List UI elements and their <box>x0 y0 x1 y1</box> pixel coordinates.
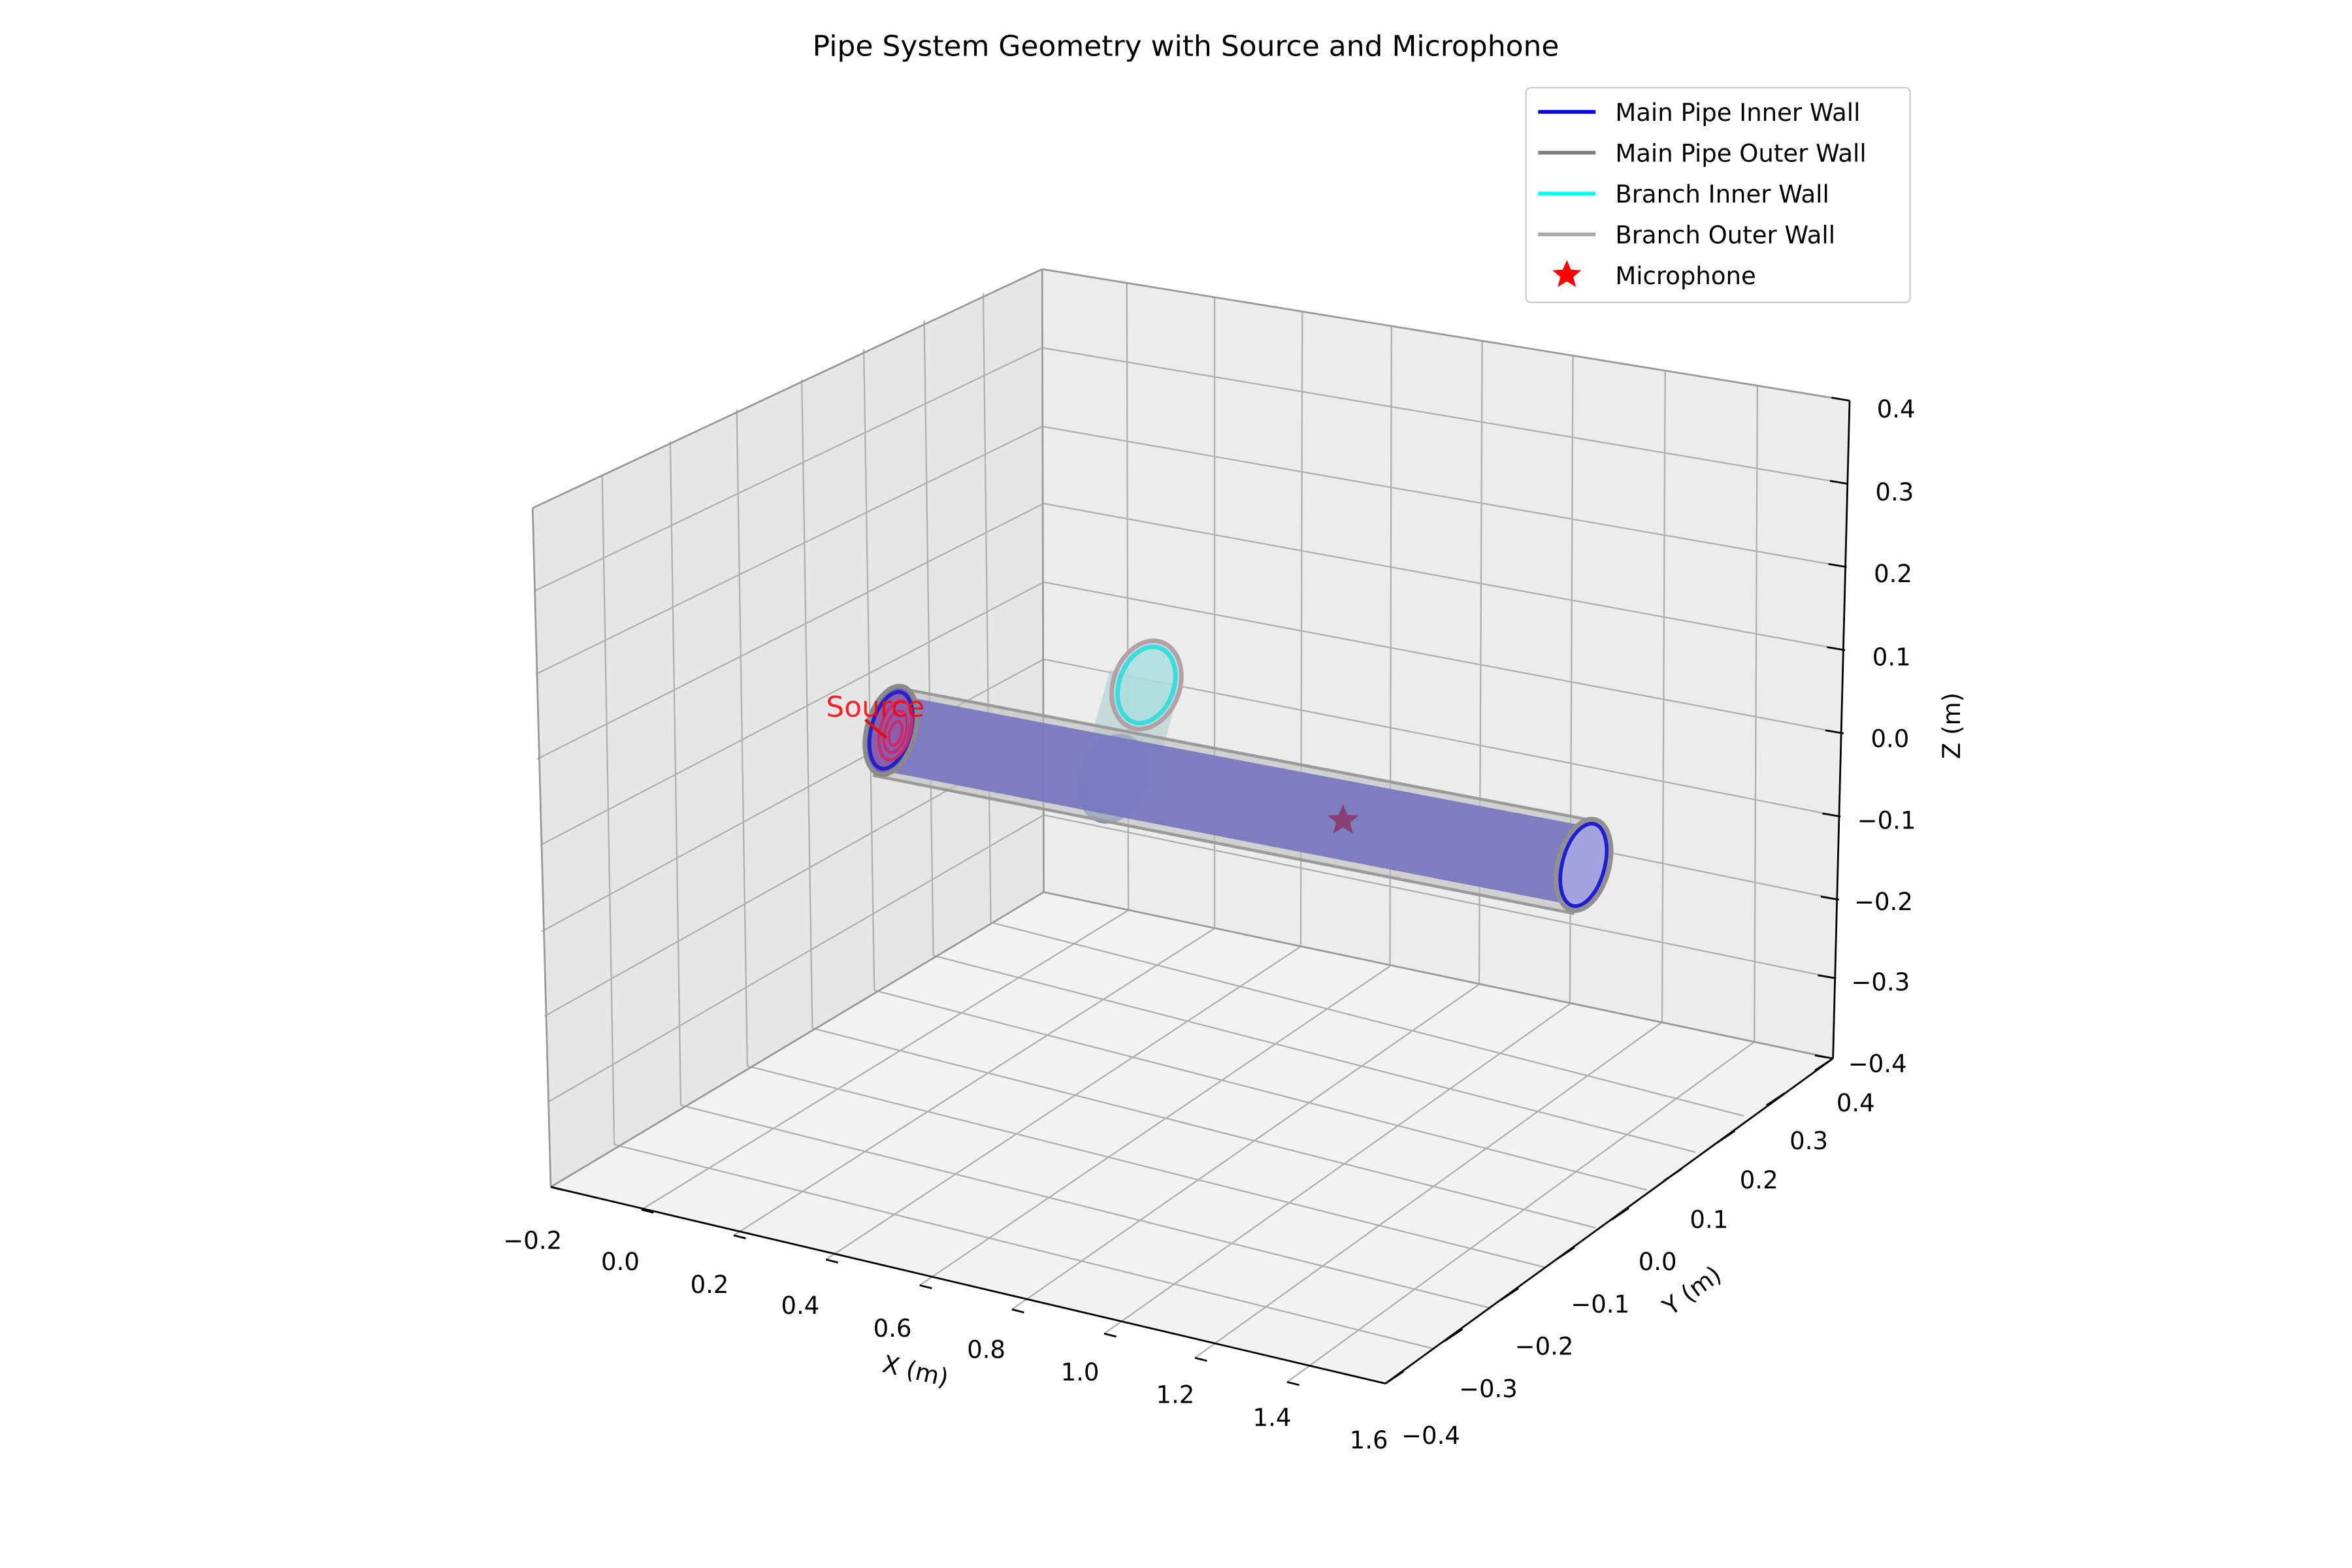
z-tick-label: 0.0 <box>1870 725 1909 753</box>
z-tick-label: 0.4 <box>1877 395 1916 423</box>
z-axis-line <box>1832 400 1851 1059</box>
legend: Main Pipe Inner Wall Main Pipe Outer Wal… <box>1525 87 1911 304</box>
main-pipe-inner-wall-surface <box>877 695 1592 904</box>
source-rings <box>877 699 914 762</box>
axis-lines <box>550 400 1851 1384</box>
y-tick-label: 0.1 <box>1690 1205 1728 1233</box>
z-tick-label: −0.4 <box>1848 1050 1907 1078</box>
y-tick-label: −0.1 <box>1571 1290 1629 1318</box>
y-ticks <box>1384 1057 1834 1384</box>
legend-label: Branch Outer Wall <box>1615 221 1835 250</box>
y-axis-line <box>1384 1057 1834 1384</box>
y-tick-label: 0.0 <box>1639 1248 1677 1276</box>
pane-edges <box>531 268 1850 1188</box>
z-tick-label: −0.3 <box>1851 968 1910 996</box>
x-tick-label: 0.0 <box>601 1248 640 1276</box>
legend-label: Main Pipe Inner Wall <box>1615 99 1860 127</box>
z-ticks <box>1814 397 1850 1060</box>
main-pipe <box>862 683 1614 915</box>
x-tick-label: 0.2 <box>691 1271 729 1299</box>
x-tick-labels: −0.2 0.0 0.2 0.4 0.6 0.8 1.0 1.2 1.4 1.6 <box>503 1227 1388 1454</box>
floor-pane <box>551 892 1833 1384</box>
y-tick-label: 0.4 <box>1837 1089 1875 1117</box>
y-tick-label: −0.3 <box>1459 1375 1518 1403</box>
legend-label: Main Pipe Outer Wall <box>1615 140 1866 168</box>
z-axis-label: Z (m) <box>1938 693 1966 759</box>
x-axis-line <box>550 1186 1386 1384</box>
x-tick-label: 1.4 <box>1253 1403 1292 1431</box>
legend-swatch-microphone <box>1552 260 1582 287</box>
z-tick-label: −0.1 <box>1857 806 1916 834</box>
x-tick-label: 1.6 <box>1350 1426 1388 1454</box>
legend-label: Branch Inner Wall <box>1615 180 1829 208</box>
z-tick-labels: −0.4 −0.3 −0.2 −0.1 0.0 0.1 0.2 0.3 0.4 <box>1848 395 1916 1078</box>
y-tick-label: −0.2 <box>1515 1333 1574 1361</box>
z-tick-label: 0.2 <box>1874 560 1912 588</box>
x-tick-label: 0.6 <box>874 1315 912 1343</box>
z-tick-label: 0.1 <box>1872 643 1911 671</box>
back-left-pane <box>532 269 1044 1187</box>
x-tick-label: −0.2 <box>503 1227 562 1255</box>
y-tick-label: −0.4 <box>1401 1422 1460 1450</box>
x-tick-label: 0.8 <box>967 1335 1005 1364</box>
y-tick-labels: −0.4 −0.3 −0.2 −0.1 0.0 0.1 0.2 0.3 0.4 <box>1401 1089 1875 1450</box>
legend-label: Microphone <box>1615 262 1756 290</box>
x-tick-label: 1.2 <box>1156 1381 1194 1409</box>
y-tick-label: 0.2 <box>1740 1166 1778 1194</box>
x-tick-label: 1.0 <box>1061 1358 1100 1386</box>
source-annotation: Source <box>826 691 924 724</box>
legend-box <box>1525 87 1911 304</box>
x-axis-label: X (m) <box>880 1350 951 1392</box>
chart-title: Pipe System Geometry with Source and Mic… <box>813 30 1560 63</box>
x-ticks <box>550 1186 1299 1386</box>
y-tick-label: 0.3 <box>1789 1127 1828 1155</box>
source-arrow <box>864 718 888 740</box>
main-pipe-inner-end-ring <box>1558 821 1609 908</box>
microphone-marker <box>1327 804 1359 834</box>
branch-inner-wall-top-ring <box>1115 644 1178 726</box>
z-tick-label: −0.2 <box>1854 888 1913 916</box>
x-tick-label: 0.4 <box>781 1292 819 1320</box>
z-tick-label: 0.3 <box>1875 478 1914 506</box>
